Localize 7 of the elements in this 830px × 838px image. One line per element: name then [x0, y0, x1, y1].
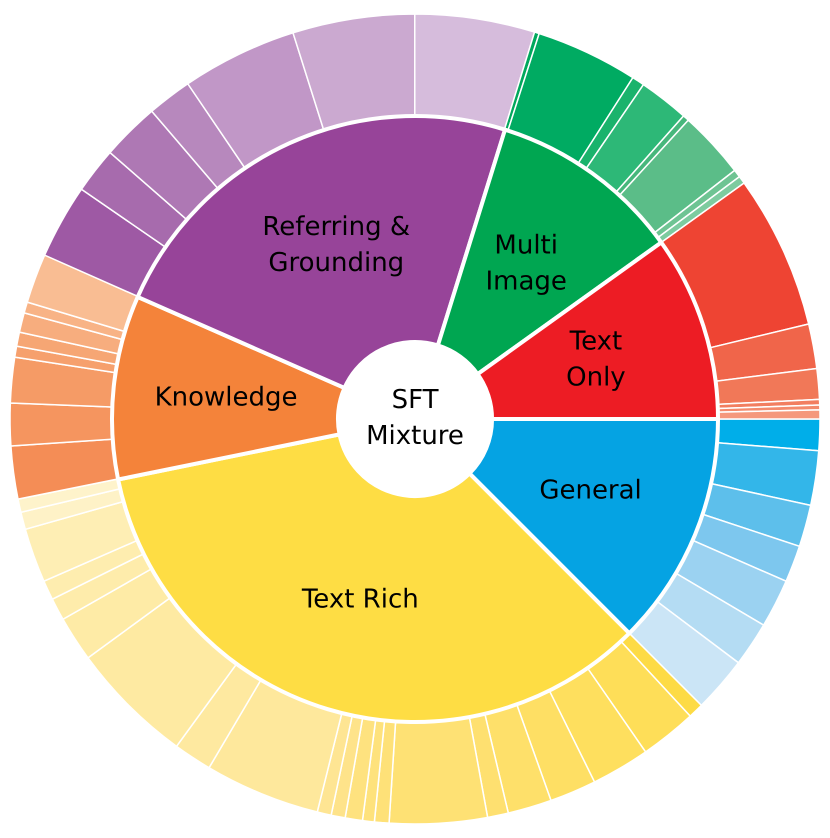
slice-label: Text Only [566, 326, 626, 393]
slice-label: Multi Image [485, 230, 567, 297]
text: SFT Mixture [366, 384, 464, 451]
slice-label: Referring & Grounding [262, 212, 410, 278]
slice-label: Knowledge [154, 382, 298, 412]
slice-label: Text Rich [300, 584, 419, 615]
slice-label: General [539, 475, 642, 506]
